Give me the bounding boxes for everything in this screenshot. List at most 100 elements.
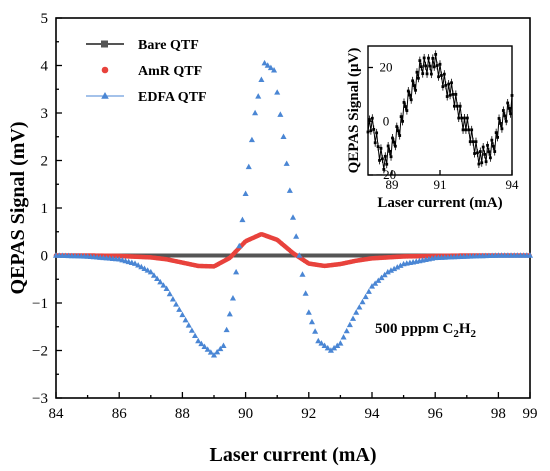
data-point bbox=[150, 272, 157, 278]
data-point bbox=[315, 337, 322, 344]
data-point bbox=[226, 310, 233, 317]
data-point bbox=[182, 316, 189, 323]
data-point bbox=[346, 321, 353, 328]
data-point bbox=[331, 344, 338, 351]
data-point bbox=[362, 293, 369, 300]
data-point bbox=[283, 160, 290, 166]
data-point bbox=[248, 136, 255, 143]
y-tick-label: 4 bbox=[41, 59, 49, 75]
data-point bbox=[293, 233, 300, 239]
data-point bbox=[214, 348, 221, 355]
data-point bbox=[359, 298, 366, 305]
data-point bbox=[252, 109, 259, 116]
annotation-subscript: 2 bbox=[471, 328, 477, 340]
data-point bbox=[166, 290, 173, 297]
data-point bbox=[138, 263, 145, 270]
annotation-tail: H bbox=[459, 321, 471, 337]
data-point bbox=[144, 267, 151, 273]
x-tick-label: 88 bbox=[175, 406, 190, 422]
y-tick-label: −2 bbox=[32, 344, 48, 360]
data-point bbox=[353, 309, 360, 315]
data-point bbox=[201, 343, 208, 349]
y-tick-label: 1 bbox=[41, 201, 49, 217]
x-tick-label: 98 bbox=[491, 406, 506, 422]
data-point bbox=[160, 282, 167, 288]
data-point bbox=[217, 345, 224, 352]
y-tick-label: −3 bbox=[32, 391, 48, 407]
data-point bbox=[327, 347, 334, 353]
data-point bbox=[372, 280, 379, 286]
data-point bbox=[255, 93, 262, 99]
data-point bbox=[375, 277, 382, 283]
data-point bbox=[207, 349, 214, 355]
data-point bbox=[261, 59, 268, 66]
data-point bbox=[210, 352, 218, 358]
x-tick-label: 94 bbox=[365, 406, 381, 422]
data-point bbox=[242, 190, 249, 196]
data-point bbox=[318, 340, 325, 346]
series-amr-qtf bbox=[53, 232, 532, 269]
annotation-subscript: 2 bbox=[453, 328, 459, 340]
data-point bbox=[302, 290, 309, 296]
data-point bbox=[258, 76, 265, 82]
legend-entry: EDFA QTF bbox=[86, 90, 207, 105]
inset-plot: 89 91 94 −20 0 20 Laser current (mA) QEPAS Sign… bbox=[346, 45, 520, 211]
x-tick-label: 92 bbox=[301, 406, 316, 422]
data-point bbox=[308, 318, 315, 325]
legend-label: Bare QTF bbox=[138, 38, 199, 53]
data-point bbox=[135, 262, 142, 268]
data-point bbox=[350, 315, 357, 321]
x-axis-label: Laser current (mA) bbox=[210, 444, 377, 466]
concentration-annotation: 500 pppm C2H2 bbox=[375, 321, 477, 340]
y-tick-label: 5 bbox=[41, 11, 49, 27]
y-tick-label: −1 bbox=[32, 296, 48, 312]
data-point bbox=[147, 268, 154, 275]
x-tick-label: 96 bbox=[428, 406, 444, 422]
data-point bbox=[223, 326, 230, 333]
data-point bbox=[236, 242, 243, 249]
data-point bbox=[324, 344, 331, 351]
legend-marker bbox=[101, 66, 109, 74]
data-point bbox=[321, 342, 328, 348]
data-point bbox=[267, 64, 274, 71]
data-point bbox=[312, 328, 319, 334]
data-point bbox=[378, 274, 385, 281]
data-point bbox=[173, 301, 180, 307]
data-point bbox=[239, 216, 246, 223]
inset-y-tick-label: −20 bbox=[376, 167, 396, 182]
data-point bbox=[154, 275, 161, 282]
legend-marker bbox=[101, 92, 109, 99]
data-point bbox=[289, 214, 297, 220]
data-point bbox=[188, 327, 195, 333]
data-point bbox=[176, 306, 183, 312]
data-point bbox=[299, 271, 306, 277]
data-point bbox=[337, 340, 344, 346]
data-point bbox=[169, 296, 176, 302]
data-point bbox=[220, 342, 227, 348]
data-point bbox=[296, 252, 303, 258]
x-tick-label: 90 bbox=[238, 406, 253, 422]
legend-entry: Bare QTF bbox=[86, 38, 199, 53]
y-tick-label: 3 bbox=[41, 106, 49, 122]
data-point bbox=[365, 288, 372, 294]
data-point bbox=[271, 67, 278, 73]
data-point bbox=[192, 332, 199, 339]
inset-x-tick-label: 94 bbox=[506, 177, 520, 192]
y-tick-label: 2 bbox=[41, 154, 49, 170]
legend-entry: AmR QTF bbox=[101, 64, 202, 79]
data-point bbox=[384, 268, 391, 275]
data-point bbox=[163, 285, 170, 291]
data-point bbox=[394, 264, 401, 270]
main-plot: 84 86 88 90 92 94 96 98 99 −3 −2 −1 0 1 2 3 4 5 Laser curr… bbox=[7, 11, 538, 466]
legend: Bare QTF AmR QTF EDFA QTF bbox=[86, 38, 207, 105]
legend-label: AmR QTF bbox=[138, 64, 202, 79]
data-point bbox=[233, 268, 240, 275]
data-point bbox=[131, 260, 139, 266]
data-point bbox=[185, 322, 192, 328]
inset-x-tick-label: 89 bbox=[386, 177, 399, 192]
inset-y-tick-label: 20 bbox=[380, 60, 393, 75]
main-series-layer bbox=[52, 59, 534, 358]
data-point bbox=[340, 334, 347, 340]
x-tick-label: 84 bbox=[49, 406, 65, 422]
